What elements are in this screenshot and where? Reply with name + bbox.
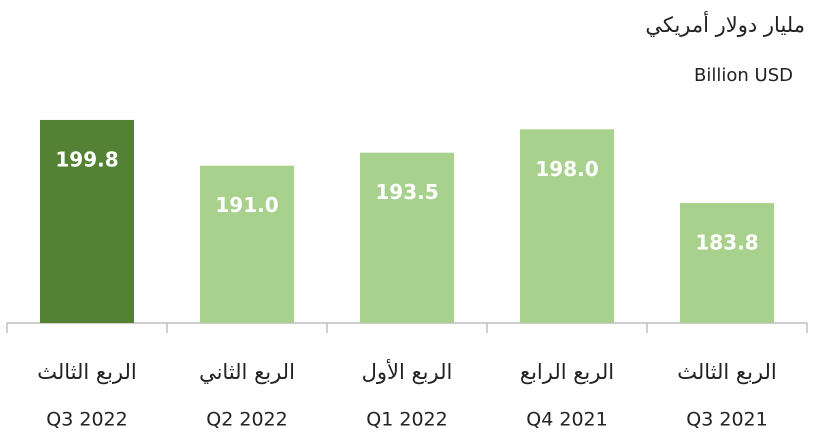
x-tick-label: Q3 2021 bbox=[686, 409, 767, 431]
bar bbox=[360, 152, 454, 323]
bar bbox=[200, 165, 294, 323]
value-label: 199.8 bbox=[55, 147, 118, 171]
x-tick-label: Q2 2022 bbox=[206, 409, 287, 431]
x-tick-label: Q4 2021 bbox=[526, 409, 607, 431]
value-label: 193.5 bbox=[375, 180, 438, 204]
x-tick-label: Q3 2022 bbox=[46, 409, 127, 431]
x-tick-label-ar: الربع الثالث bbox=[37, 360, 137, 384]
x-tick-label-ar: الربع الرابع bbox=[520, 360, 614, 384]
value-label: 191.0 bbox=[215, 193, 278, 217]
x-tick-label-ar: الربع الثاني bbox=[199, 360, 295, 384]
x-tick-label-ar: الربع الأول bbox=[362, 359, 453, 384]
bar bbox=[520, 129, 614, 323]
value-label: 198.0 bbox=[535, 157, 598, 181]
chart-subtitle: Billion USD bbox=[694, 65, 793, 86]
x-tick-label: Q1 2022 bbox=[366, 409, 447, 431]
chart-title: مليار دولار أمريكي bbox=[645, 11, 805, 37]
value-label: 183.8 bbox=[695, 231, 758, 255]
bar bbox=[680, 203, 774, 323]
x-tick-label-ar: الربع الثالث bbox=[677, 360, 777, 384]
bar bbox=[40, 119, 134, 323]
